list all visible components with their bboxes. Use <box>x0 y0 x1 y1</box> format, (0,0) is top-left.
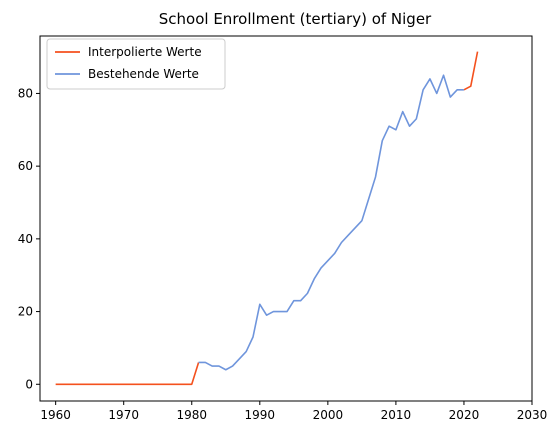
y-tick-label: 20 <box>18 305 33 319</box>
x-axis: 1960 1970 1980 1990 2000 2010 2020 2030 <box>40 401 547 422</box>
x-tick-label: 2010 <box>381 408 412 422</box>
series-layer <box>55 51 479 386</box>
y-axis: 0 20 40 60 80 <box>18 86 40 391</box>
x-tick-label: 2030 <box>517 408 548 422</box>
chart-title: School Enrollment (tertiary) of Niger <box>159 10 432 28</box>
x-tick-label: 1980 <box>176 408 207 422</box>
y-tick-label: 80 <box>18 86 33 100</box>
legend-box <box>46 38 226 90</box>
legend-label-1: Bestehende Werte <box>88 67 199 81</box>
x-tick-label: 2020 <box>449 408 480 422</box>
series-line-0 <box>55 51 479 386</box>
legend: Interpolierte Werte Bestehende Werte <box>46 38 226 90</box>
plot-frame <box>39 35 533 402</box>
x-tick-label: 1960 <box>40 408 71 422</box>
series-line-1 <box>198 74 464 371</box>
y-tick-label: 60 <box>18 159 33 173</box>
x-tick-label: 1970 <box>108 408 139 422</box>
x-tick-label: 2000 <box>313 408 344 422</box>
legend-label-0: Interpolierte Werte <box>88 45 202 59</box>
y-tick-label: 40 <box>18 232 33 246</box>
y-tick-label: 0 <box>25 377 33 391</box>
x-tick-label: 1990 <box>245 408 276 422</box>
